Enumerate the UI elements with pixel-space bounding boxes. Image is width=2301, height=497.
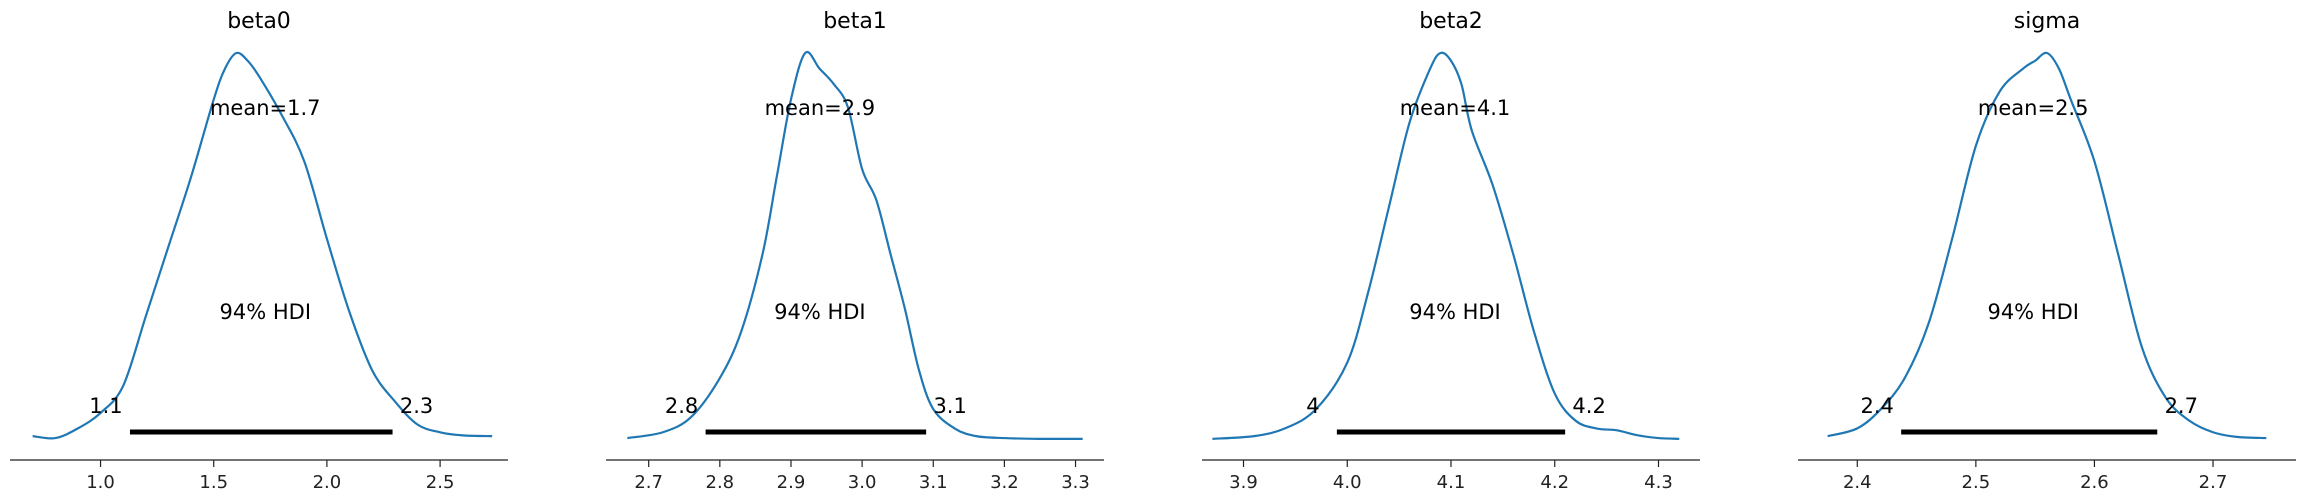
x-tick-label: 2.6 [2080, 472, 2109, 493]
x-tick-label: 4.3 [1644, 472, 1673, 493]
x-tick-label: 2.5 [426, 472, 455, 493]
x-tick-label: 3.1 [919, 472, 948, 493]
panel-title: beta2 [1419, 9, 1483, 34]
x-tick-label: 4.0 [1333, 472, 1362, 493]
x-tick-label: 2.7 [2199, 472, 2228, 493]
x-tick-label: 3.2 [990, 472, 1019, 493]
x-tick-label: 2.5 [1962, 472, 1991, 493]
mean-label: mean=2.5 [1978, 96, 2089, 120]
hdi-label: 94% HDI [220, 300, 312, 324]
hdi-low-label: 1.1 [89, 394, 122, 418]
panel-beta1: beta1 2.8 3.1 mean=2.9 94% HDI 2.7 2.8 2.9 3.0 3.… [606, 9, 1104, 493]
x-tick-label: 2.4 [1843, 472, 1872, 493]
hdi-low-label: 2.4 [1860, 394, 1893, 418]
density-line [1827, 51, 2267, 440]
x-tick-label: 2.7 [634, 472, 663, 493]
x-tick-label: 2.0 [313, 472, 342, 493]
x-tick-label: 2.8 [706, 472, 735, 493]
hdi-label: 94% HDI [774, 300, 866, 324]
density-line [1212, 51, 1680, 440]
x-tick-label: 3.3 [1061, 472, 1090, 493]
x-tick-label: 3.9 [1229, 472, 1258, 493]
hdi-high-label: 2.3 [400, 394, 433, 418]
hdi-label: 94% HDI [1409, 300, 1501, 324]
hdi-low-label: 4 [1306, 394, 1319, 418]
panel-title: beta1 [823, 9, 887, 34]
mean-label: mean=1.7 [210, 96, 321, 120]
density-line [627, 50, 1083, 440]
mean-label: mean=4.1 [1400, 96, 1511, 120]
panel-sigma: sigma 2.4 2.7 mean=2.5 94% HDI 2.4 2.5 2.6 2.7 [1798, 9, 2296, 493]
hdi-high-label: 4.2 [1572, 394, 1605, 418]
x-tick-label: 1.0 [86, 472, 115, 493]
mean-label: mean=2.9 [765, 96, 876, 120]
x-tick-label: 4.2 [1540, 472, 1569, 493]
panel-title: beta0 [227, 9, 291, 34]
hdi-low-label: 2.8 [665, 394, 698, 418]
x-tick-label: 3.0 [848, 472, 877, 493]
panel-beta0: beta0 1.1 2.3 mean=1.7 94% HDI 1.0 1.5 2.0 2.5 [10, 9, 508, 493]
hdi-label: 94% HDI [1987, 300, 2079, 324]
hdi-high-label: 2.7 [2165, 394, 2198, 418]
panel-beta2: beta2 4 4.2 mean=4.1 94% HDI 3.9 4.0 4.1 4.2 4.3 [1202, 9, 1700, 493]
panel-title: sigma [2014, 9, 2080, 34]
x-tick-label: 2.9 [777, 472, 806, 493]
density-line [32, 51, 493, 440]
hdi-high-label: 3.1 [933, 394, 966, 418]
x-tick-label: 4.1 [1437, 472, 1466, 493]
x-tick-label: 1.5 [199, 472, 228, 493]
